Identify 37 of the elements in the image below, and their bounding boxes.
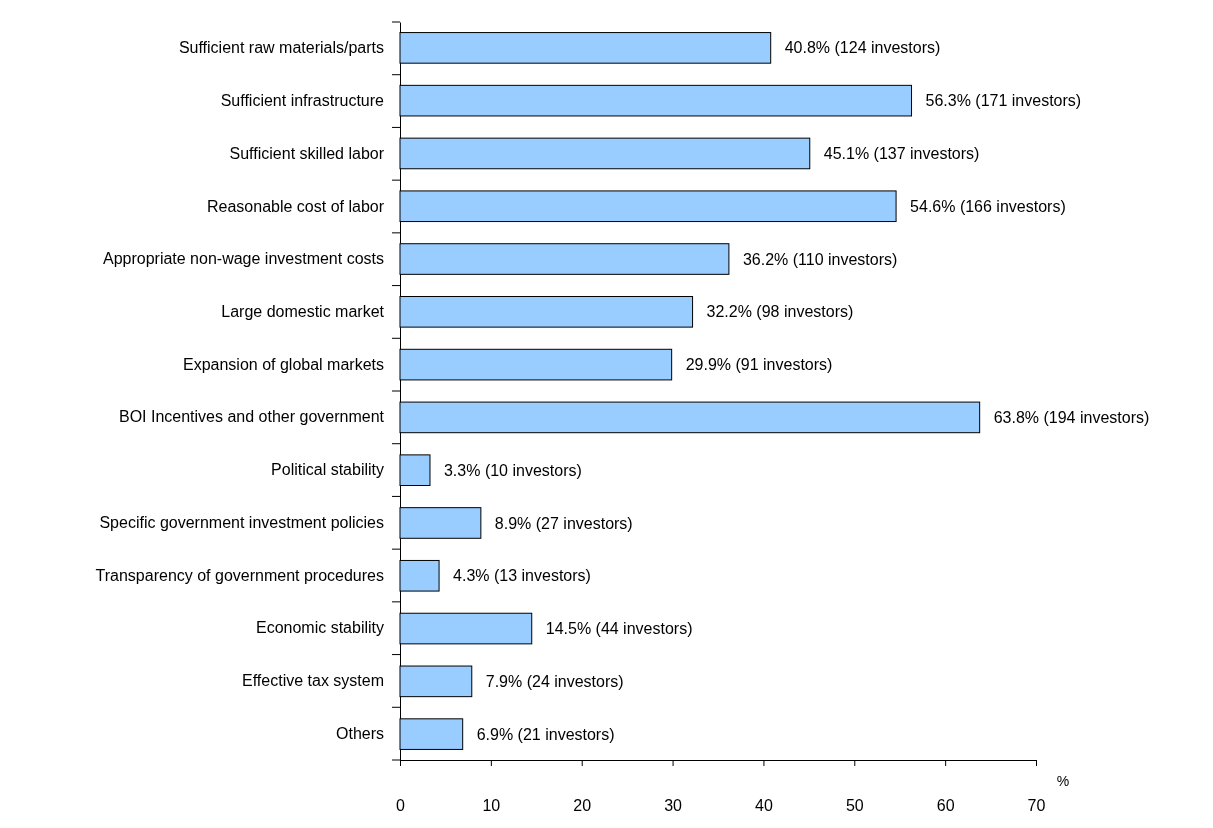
x-tick-label: 0 bbox=[396, 797, 406, 815]
data-label: 6.9% (21 investors) bbox=[476, 725, 615, 743]
y-tick-label: Appropriate non-wage investment costs bbox=[102, 250, 384, 268]
x-tick-label: 30 bbox=[664, 797, 683, 815]
y-tick-label: Large domestic market bbox=[221, 303, 385, 321]
y-tick-label: Reasonable cost of labor bbox=[207, 197, 385, 215]
data-label: 45.1% (137 investors) bbox=[823, 145, 980, 163]
y-tick-label: Sufficient infrastructure bbox=[220, 92, 385, 110]
y-tick-label: Sufficient skilled labor bbox=[229, 144, 385, 162]
x-axis-title: % bbox=[1056, 773, 1070, 789]
y-tick-label: Specific government investment policies bbox=[99, 513, 384, 531]
y-tick-label: Sufficient raw materials/parts bbox=[178, 39, 384, 57]
data-label: 7.9% (24 investors) bbox=[485, 672, 624, 690]
y-tick-label: BOI Incentives and other government bbox=[118, 408, 385, 426]
y-tick-label: Effective tax system bbox=[242, 672, 384, 690]
data-label: 40.8% (124 investors) bbox=[784, 39, 941, 57]
data-label: 14.5% (44 investors) bbox=[545, 620, 693, 638]
y-tick-label: Expansion of global markets bbox=[183, 355, 384, 373]
x-tick-label: 10 bbox=[482, 797, 501, 815]
y-tick-label: Others bbox=[335, 724, 384, 742]
data-label: 4.3% (13 investors) bbox=[453, 567, 591, 585]
y-tick-label: Transparency of government procedures bbox=[95, 566, 384, 584]
y-tick-label: Political stability bbox=[271, 461, 384, 479]
x-tick-label: 40 bbox=[755, 797, 773, 815]
y-tick-label: Economic stability bbox=[255, 619, 384, 637]
data-label: 56.3% (171 investors) bbox=[925, 92, 1082, 110]
x-tick-label: 20 bbox=[573, 797, 592, 815]
x-tick-label: 50 bbox=[845, 797, 864, 815]
x-tick-label: 70 bbox=[1027, 797, 1046, 815]
data-label: 63.8% (194 investors) bbox=[993, 408, 1150, 426]
x-tick-label: 60 bbox=[936, 797, 955, 815]
data-label: 36.2% (110 investors) bbox=[742, 250, 898, 268]
data-label: 32.2% (98 investors) bbox=[706, 303, 854, 321]
data-label: 3.3% (10 investors) bbox=[443, 461, 582, 479]
data-label: 54.6% (166 investors) bbox=[910, 197, 1066, 215]
data-label: 8.9% (27 investors) bbox=[494, 514, 633, 532]
data-label: 29.9% (91 investors) bbox=[685, 356, 833, 374]
